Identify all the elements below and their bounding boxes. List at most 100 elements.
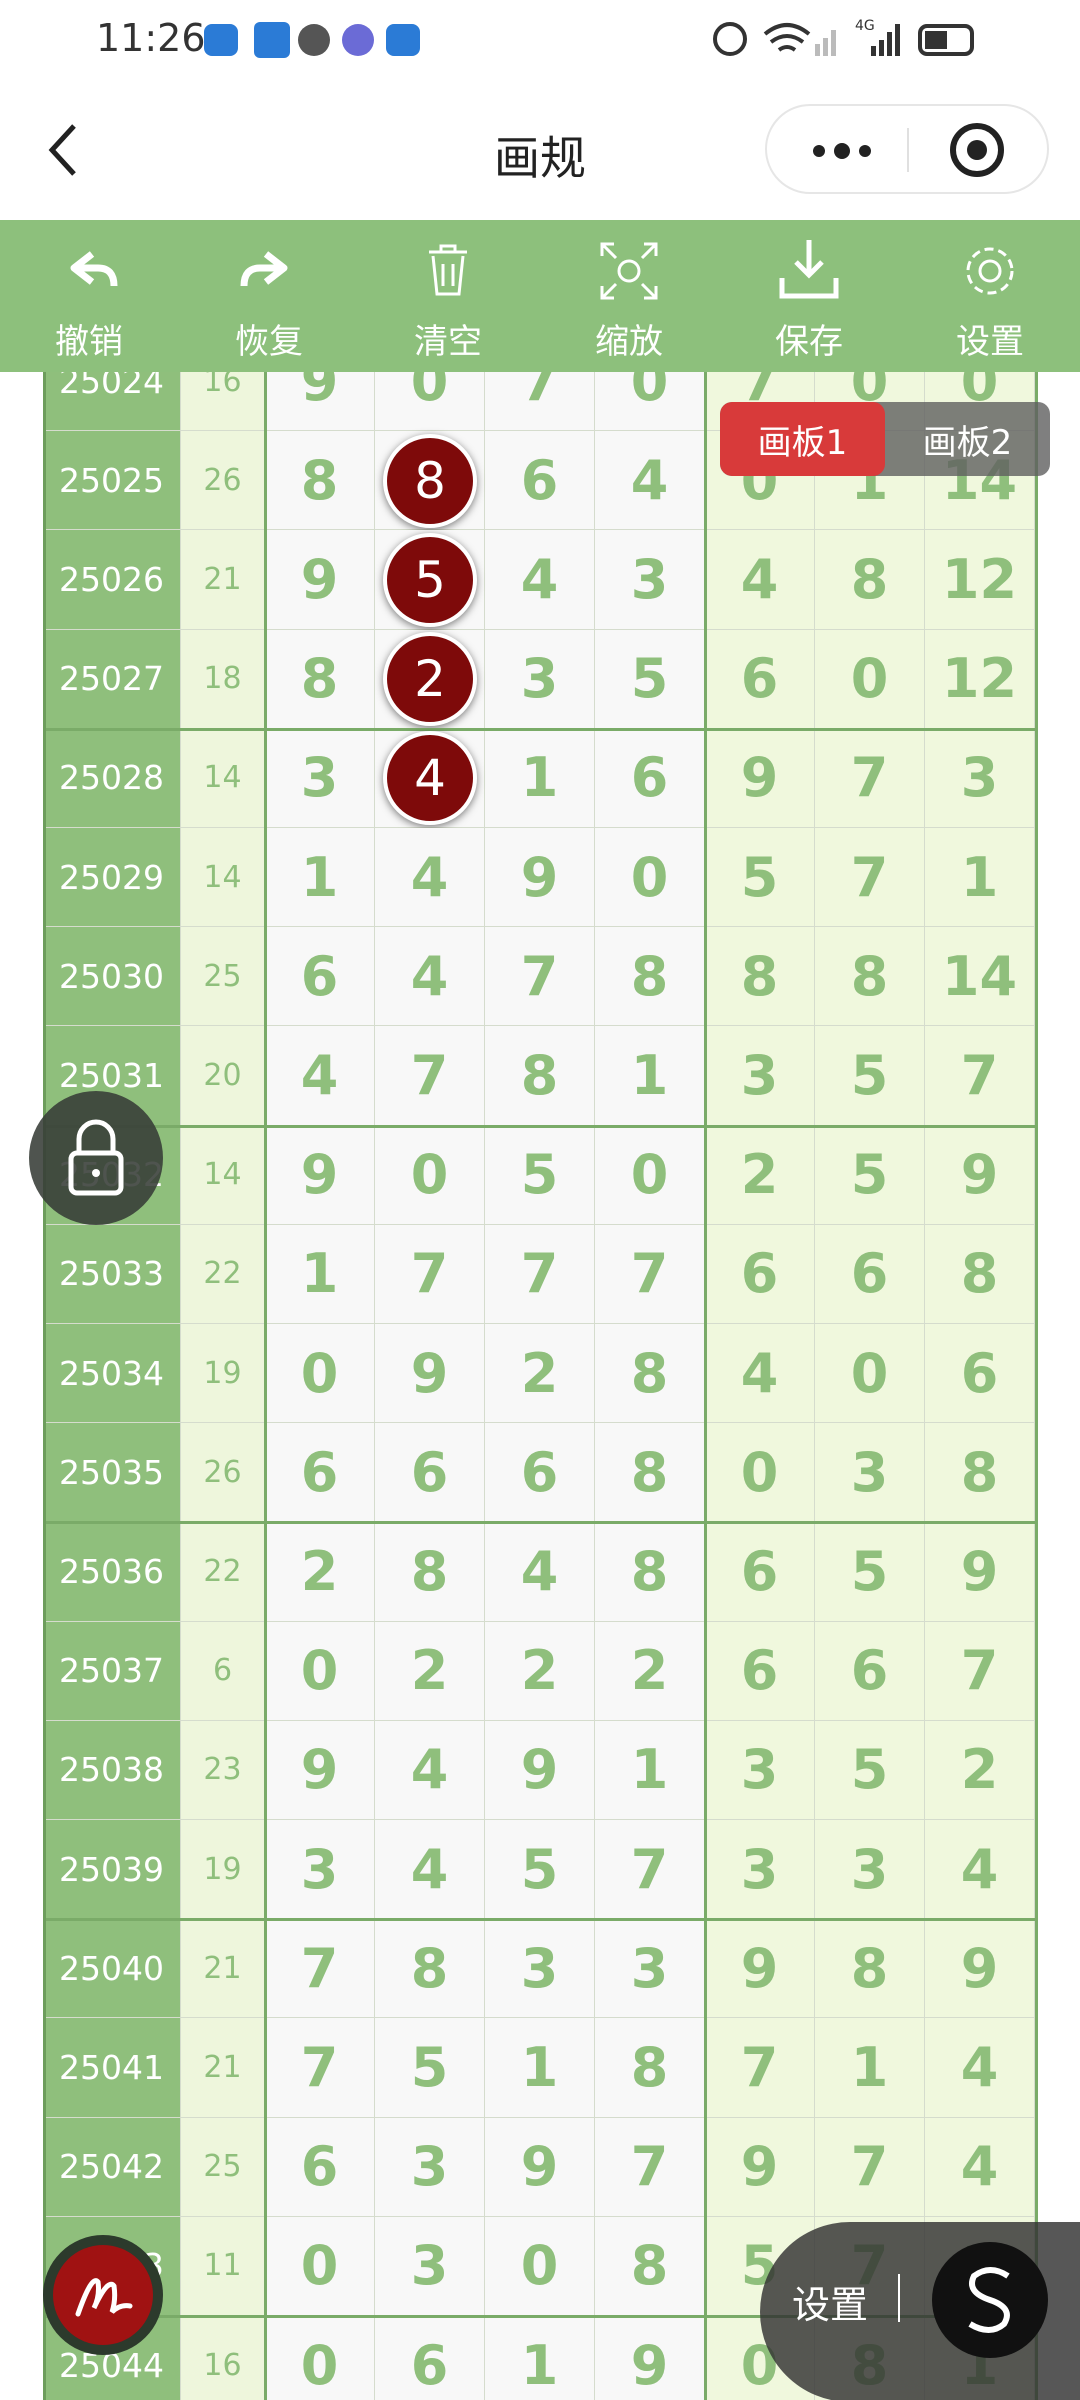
- extra-cell[interactable]: 4: [925, 2117, 1035, 2217]
- extra-cell[interactable]: 7: [925, 1026, 1035, 1126]
- digit-cell[interactable]: 2: [595, 1621, 705, 1721]
- back-button[interactable]: [44, 122, 84, 178]
- toolbar-button[interactable]: 恢复: [184, 234, 354, 363]
- toolbar-button[interactable]: 设置: [905, 234, 1075, 363]
- digit-cell[interactable]: 5: [485, 1820, 595, 1920]
- digit-cell[interactable]: 1: [485, 728, 595, 828]
- extra-cell[interactable]: 7: [925, 1621, 1035, 1721]
- circled-digit[interactable]: 4: [383, 731, 477, 826]
- extra-cell[interactable]: 8: [705, 927, 815, 1027]
- digit-cell[interactable]: 8: [595, 2018, 705, 2118]
- digit-cell[interactable]: 9: [485, 1720, 595, 1820]
- digit-cell[interactable]: 0: [595, 828, 705, 928]
- digit-cell[interactable]: 5: [375, 2018, 485, 2118]
- digit-cell[interactable]: 9: [595, 2316, 705, 2400]
- digit-cell[interactable]: 8: [265, 431, 375, 531]
- board-tab[interactable]: 画板2: [922, 422, 1013, 463]
- digit-cell[interactable]: 7: [595, 1224, 705, 1324]
- toolbar-button[interactable]: 保存: [724, 234, 894, 363]
- extra-cell[interactable]: 9: [705, 728, 815, 828]
- toolbar-button[interactable]: 撤销: [4, 234, 174, 363]
- circled-digit[interactable]: 5: [383, 533, 477, 627]
- digit-cell[interactable]: 7: [375, 1224, 485, 1324]
- extra-cell[interactable]: 8: [925, 1224, 1035, 1324]
- extra-cell[interactable]: 5: [815, 1026, 925, 1126]
- digit-cell[interactable]: 1: [485, 2316, 595, 2400]
- extra-cell[interactable]: 5: [815, 1720, 925, 1820]
- extra-cell[interactable]: 3: [705, 1820, 815, 1920]
- digit-cell[interactable]: 8: [375, 1522, 485, 1622]
- digit-cell[interactable]: 0: [595, 1125, 705, 1225]
- digit-cell[interactable]: 2: [375, 1621, 485, 1721]
- extra-cell[interactable]: 6: [705, 1224, 815, 1324]
- digit-cell[interactable]: 0: [265, 1324, 375, 1424]
- extra-cell[interactable]: 0: [815, 629, 925, 729]
- circled-digit[interactable]: 8: [383, 433, 477, 528]
- digit-cell[interactable]: 5: [595, 629, 705, 729]
- extra-cell[interactable]: 9: [705, 2117, 815, 2217]
- digit-cell[interactable]: 4: [595, 431, 705, 531]
- extra-cell[interactable]: 14: [925, 927, 1035, 1027]
- digit-cell[interactable]: 6: [485, 1423, 595, 1523]
- extra-cell[interactable]: 4: [705, 1324, 815, 1424]
- extra-cell[interactable]: 9: [705, 1919, 815, 2019]
- extra-cell[interactable]: 5: [815, 1125, 925, 1225]
- digit-cell[interactable]: 1: [265, 1224, 375, 1324]
- digit-cell[interactable]: 9: [485, 828, 595, 928]
- extra-cell[interactable]: 7: [815, 2117, 925, 2217]
- digit-cell[interactable]: 9: [375, 1324, 485, 1424]
- digit-cell[interactable]: 3: [485, 629, 595, 729]
- extra-cell[interactable]: 7: [815, 728, 925, 828]
- digit-cell[interactable]: 4: [265, 1026, 375, 1126]
- digit-cell[interactable]: 7: [265, 2018, 375, 2118]
- digit-cell[interactable]: 4: [485, 530, 595, 630]
- digit-cell[interactable]: 0: [265, 2216, 375, 2316]
- digit-cell[interactable]: 3: [265, 1820, 375, 1920]
- digit-cell[interactable]: 6: [265, 1423, 375, 1523]
- extra-cell[interactable]: 9: [925, 1522, 1035, 1622]
- extra-cell[interactable]: 8: [815, 530, 925, 630]
- extra-cell[interactable]: 1: [925, 828, 1035, 928]
- extra-cell[interactable]: 12: [925, 530, 1035, 630]
- digit-cell[interactable]: 9: [265, 530, 375, 630]
- extra-cell[interactable]: 7: [705, 2018, 815, 2118]
- digit-cell[interactable]: 3: [485, 1919, 595, 2019]
- digit-cell[interactable]: 6: [265, 2117, 375, 2217]
- extra-cell[interactable]: 7: [815, 828, 925, 928]
- extra-cell[interactable]: 6: [705, 629, 815, 729]
- digit-cell[interactable]: 0: [375, 1125, 485, 1225]
- digit-cell[interactable]: 4: [485, 1522, 595, 1622]
- digit-cell[interactable]: 3: [595, 1919, 705, 2019]
- digit-cell[interactable]: 5: [485, 1125, 595, 1225]
- digit-cell[interactable]: 8: [595, 927, 705, 1027]
- close-button[interactable]: [947, 120, 1007, 180]
- digit-cell[interactable]: 1: [595, 1720, 705, 1820]
- digit-cell[interactable]: 6: [375, 2316, 485, 2400]
- extra-cell[interactable]: 4: [705, 530, 815, 630]
- digit-cell[interactable]: 4: [375, 1820, 485, 1920]
- digit-cell[interactable]: 2: [265, 1522, 375, 1622]
- extra-cell[interactable]: 0: [705, 1423, 815, 1523]
- digit-cell[interactable]: 9: [485, 2117, 595, 2217]
- digit-cell[interactable]: 1: [595, 1026, 705, 1126]
- digit-cell[interactable]: 7: [265, 1919, 375, 2019]
- digit-cell[interactable]: 2: [485, 1324, 595, 1424]
- toolbar-button[interactable]: 清空: [363, 234, 533, 363]
- digit-cell[interactable]: 3: [265, 728, 375, 828]
- extra-cell[interactable]: 9: [925, 1125, 1035, 1225]
- extra-cell[interactable]: 3: [925, 728, 1035, 828]
- extra-cell[interactable]: 12: [925, 629, 1035, 729]
- extra-cell[interactable]: 3: [815, 1820, 925, 1920]
- digit-cell[interactable]: 6: [595, 728, 705, 828]
- extra-cell[interactable]: 9: [925, 1919, 1035, 2019]
- digit-cell[interactable]: 0: [265, 2316, 375, 2400]
- extra-cell[interactable]: 3: [815, 1423, 925, 1523]
- extra-cell[interactable]: 8: [925, 1423, 1035, 1523]
- digit-cell[interactable]: 2: [485, 1621, 595, 1721]
- extra-cell[interactable]: 0: [815, 1324, 925, 1424]
- float-settings[interactable]: 设置: [792, 2283, 869, 2327]
- extra-cell[interactable]: 5: [705, 828, 815, 928]
- extra-cell[interactable]: 6: [705, 1621, 815, 1721]
- extra-cell[interactable]: 5: [815, 1522, 925, 1622]
- digit-cell[interactable]: 1: [485, 2018, 595, 2118]
